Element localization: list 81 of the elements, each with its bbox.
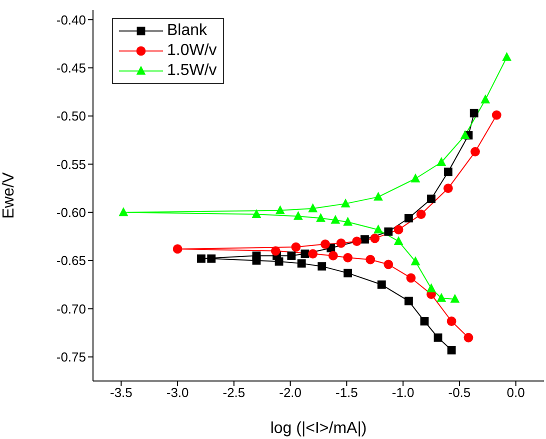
legend-label: Blank (167, 21, 208, 41)
x-tick-label: -2.0 (279, 385, 302, 400)
point (394, 225, 404, 234)
point (297, 259, 306, 268)
x-tick-label: -3.5 (110, 385, 132, 400)
point (426, 283, 436, 292)
point (460, 130, 470, 139)
y-tick-label: -0.70 (56, 301, 86, 316)
point (410, 256, 420, 266)
point (394, 236, 404, 245)
y-tick-label: -0.65 (56, 253, 86, 268)
point (352, 236, 362, 246)
x-tick-label: -1.0 (392, 385, 414, 400)
point (480, 94, 490, 104)
y-tick-label: -0.75 (56, 350, 86, 365)
point (384, 227, 393, 236)
point (404, 296, 413, 306)
point (384, 260, 394, 270)
y-tick-label: -0.40 (56, 12, 86, 28)
point (275, 205, 285, 214)
point (443, 184, 453, 193)
point (374, 224, 383, 234)
point (404, 214, 413, 222)
point (344, 268, 352, 278)
point (427, 194, 436, 204)
point (436, 292, 446, 302)
point (343, 252, 353, 262)
point (436, 157, 446, 166)
x-tick-label: -2.5 (222, 385, 246, 400)
x-tick-label: -3.0 (166, 385, 189, 400)
y-tick-label: -0.45 (56, 60, 86, 76)
point (343, 216, 353, 226)
point (502, 52, 512, 61)
point (270, 246, 280, 256)
point (308, 203, 318, 212)
point (360, 235, 369, 244)
point (410, 173, 420, 182)
point (252, 209, 262, 218)
point (444, 168, 452, 176)
point (340, 198, 350, 208)
point (464, 332, 474, 342)
point (447, 346, 456, 354)
point (366, 254, 376, 264)
y-axis-title: Ewe/V (0, 172, 18, 219)
legend-label: 1.5W/v (167, 61, 217, 81)
point (316, 212, 326, 222)
point (377, 280, 386, 289)
point (197, 254, 206, 263)
point (328, 251, 338, 260)
point (470, 108, 478, 118)
point (434, 333, 442, 342)
point (420, 317, 429, 326)
point (492, 110, 502, 120)
x-tick-label: -1.5 (335, 385, 358, 400)
point (470, 146, 480, 156)
point (252, 252, 261, 260)
point (330, 214, 340, 224)
point (446, 316, 456, 326)
point (291, 242, 301, 252)
x-axis-title: log (|<I>/mA|) (270, 420, 367, 437)
x-tick-label: -0.5 (448, 385, 471, 400)
point (287, 252, 296, 260)
y-tick-label: -0.50 (56, 108, 86, 124)
y-tick-label: -0.60 (56, 204, 86, 220)
point (294, 211, 303, 220)
legend-label: 1.0W/v (167, 41, 217, 61)
point (172, 244, 182, 254)
point (318, 262, 326, 271)
point (300, 250, 310, 258)
point (308, 249, 318, 258)
point (374, 192, 383, 201)
point (406, 273, 416, 283)
point (370, 234, 380, 244)
point (336, 238, 346, 248)
point (320, 239, 330, 249)
point (416, 210, 426, 219)
x-tick-label: 0.0 (506, 385, 525, 400)
point (450, 294, 460, 303)
point (118, 207, 128, 216)
y-tick-label: -0.55 (56, 156, 86, 172)
point (207, 254, 216, 263)
